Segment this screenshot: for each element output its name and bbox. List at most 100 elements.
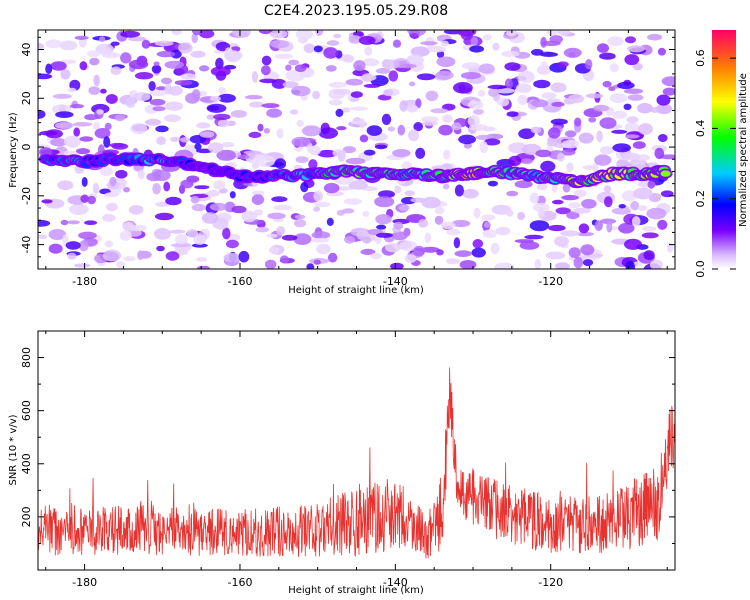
spectrogram-cell [533,79,551,89]
spectrogram-cell [326,40,340,46]
spectrogram-cell [197,265,210,269]
spectrogram-cell [174,234,188,245]
spectrogram-cell [313,45,323,53]
spectrogram-cell [599,117,617,129]
spectrogram-cell [261,65,271,76]
spectrogram-cell [232,30,251,38]
spectrogram-cell [93,74,100,87]
spectrogram-cell [100,88,107,94]
spectrogram-cell [406,54,424,67]
spectrogram-cell [149,98,166,106]
spectrogram-cell [515,83,532,94]
spectrogram-cell [557,152,565,162]
spectrogram-cell [612,110,627,119]
spectrogram-cell [359,134,369,143]
spectrogram-cell [122,221,135,231]
spectrogram-cell [446,228,461,236]
spectrogram-cell [45,129,63,139]
spectrogram-cell [224,47,233,58]
spectrogram-cell [88,86,100,95]
spectrogram-cell [74,263,91,268]
spectrogram-cell [568,202,581,209]
spectrogram-cell [241,210,257,223]
spectrogram-cell [171,30,183,36]
spectrogram-ticks: -180 -160 -140 -120 -40 -20 0 20 40 [20,30,675,288]
spectrogram-cell [578,223,590,234]
spectrogram-cell [255,226,269,233]
spectrogram-cell [276,128,284,139]
y-tick-label: 40 [20,43,33,57]
spectrogram-cell [69,203,89,216]
spectrogram-cell [293,219,307,228]
spectrogram-cell [469,99,477,105]
spectrogram-cell [582,259,594,267]
x-tick-label: -160 [227,275,252,288]
spectrogram-cell [618,222,635,234]
spectrogram-cell [79,61,88,71]
spectrogram-cell [551,101,565,107]
spectrogram-cell [84,220,98,225]
spectrogram-cell [174,80,193,86]
spectrogram-cell [483,138,501,146]
snr-y-label: SNR (10 * v/v) [8,414,19,485]
spectrogram-cell [50,61,67,71]
spectrogram-cell [625,260,635,269]
spectrogram-cell [333,33,341,39]
spectrogram-cell [156,136,166,146]
spectrogram-cell [348,180,368,190]
spectrogram-cell [52,93,72,99]
spectrogram-cell [572,207,591,214]
spectrogram-cell [483,34,492,41]
spectrogram-cell [48,229,67,240]
spectrogram-cell [59,40,78,51]
spectrogram-cell [520,158,533,165]
spectrogram-cell [271,196,288,203]
spectrogram-cell [394,185,402,194]
spectrogram-cell [534,258,542,269]
spectrogram-cell [178,42,193,54]
spectrogram-cell [413,122,424,132]
spectrogram-cell [194,143,202,151]
spectrogram-cell [654,147,665,160]
spectrogram-cell [582,165,596,170]
colorbar-tick-label: 0.0 [694,260,707,278]
spectrogram-cell [325,65,337,72]
spectrogram-cell [383,89,394,97]
spectrogram-cell [467,114,480,127]
spectrogram-cell [170,49,182,59]
spectrogram-cell [193,234,207,245]
spectrogram-cell [164,83,172,95]
spectrogram-cell [508,155,522,167]
spectrogram-cell [647,180,656,189]
spectrogram-cell [311,237,329,243]
spectrogram-cell [393,221,404,230]
spectrogram-cell [222,227,231,240]
spectrogram-cell [263,128,271,134]
spectrogram-cell [134,72,154,80]
spectrogram-cell [514,180,533,189]
y-tick-label: 600 [20,400,33,421]
spectrogram-cell [350,91,363,98]
spectrogram-cell [580,244,595,256]
y-tick-label: 20 [20,91,33,105]
y-tick-label: 400 [20,453,33,474]
spectrogram-cell [104,192,119,198]
spectrogram-cell [99,36,106,43]
spectrogram-cell [50,138,67,147]
spectrogram-cell [191,33,198,44]
spectrogram-cell [217,119,230,128]
spectrogram-cell [623,152,641,161]
spectrogram-cell [257,123,264,132]
spectrogram-cell [592,162,599,172]
spectrogram-cell [442,103,456,111]
spectrogram-cell [362,210,370,217]
spectrogram-cell [191,89,201,101]
spectrogram-cell [661,76,675,87]
spectrogram-cell [180,137,190,143]
spectrogram-cell [416,73,436,81]
spectrogram-cell [84,114,99,121]
spectrogram-cell [72,122,92,127]
spectrogram-cell [210,95,221,102]
spectrogram-cell [391,231,408,241]
spectrogram-cell [199,30,215,39]
